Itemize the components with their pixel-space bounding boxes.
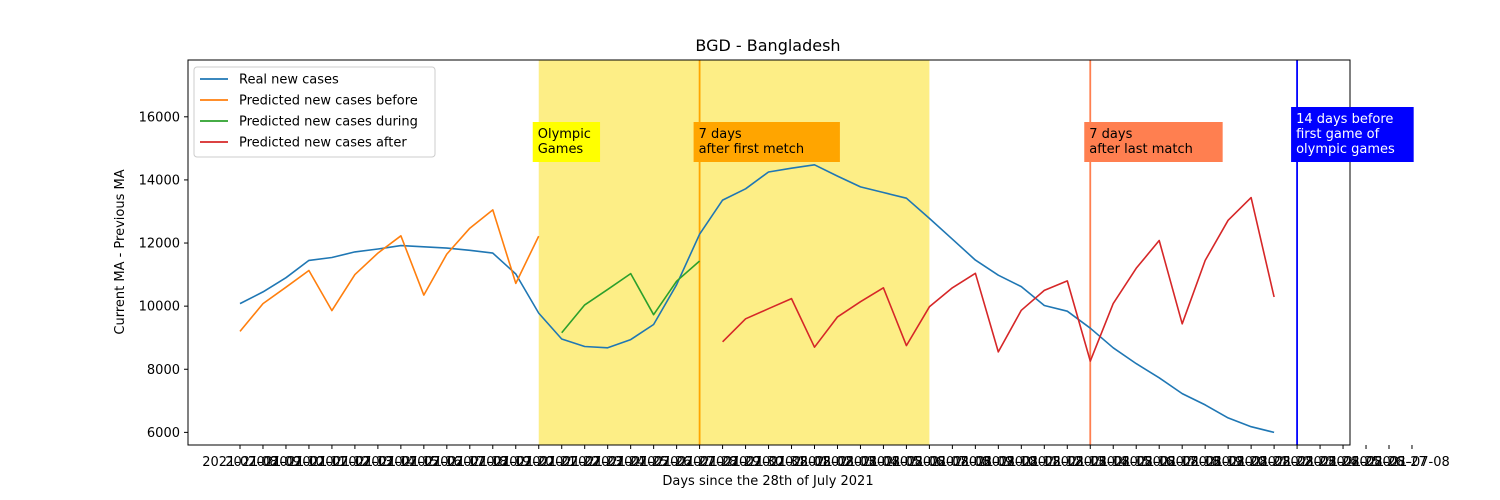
y-tick-label: 6000 <box>147 426 180 441</box>
annotation-text: Games <box>538 142 584 157</box>
x-tick-label: 2021-07-17 <box>409 455 485 470</box>
x-tick-label: 2021-07-30 <box>708 455 784 470</box>
x-tick-label: 2021-07-09 <box>225 455 301 470</box>
x-tick-label: 2021-07-18 <box>432 455 508 470</box>
x-tick-label: 2021-08-04 <box>823 455 899 470</box>
x-tick-label: 2021-08-08 <box>915 455 991 470</box>
x-tick-label: 2021-08-11 <box>984 455 1060 470</box>
x-tick-label: 2021-08-21 <box>1213 455 1289 470</box>
y-axis-label: Current MA - Previous MA <box>113 169 128 334</box>
series-line <box>239 164 1275 434</box>
x-tick-label: 2021-07-29 <box>685 455 761 470</box>
x-tick-label: 2021-08-03 <box>800 455 876 470</box>
legend-box <box>193 66 436 158</box>
x-tick-label: 2021-08-15 <box>1075 455 1151 470</box>
x-tick-label: 2021-08-07 <box>892 455 968 470</box>
x-tick-label: 2021-08-27 <box>1351 455 1427 470</box>
annotation-text: 7 days <box>699 127 742 142</box>
x-tick-label: 2021-07-31 <box>731 455 807 470</box>
x-tick-label: 2021-07-08 <box>1374 455 1450 470</box>
x-tick-label: 2021-08-23 <box>1259 455 1335 470</box>
x-tick-label: 2021-08-01 <box>754 455 830 470</box>
x-tick-label: 2021-07-19 <box>455 455 531 470</box>
x-tick-label: 2021-07-11 <box>271 455 347 470</box>
x-tick-label: 2021-07-20 <box>478 455 554 470</box>
x-axis-label: Days since the 28th of July 2021 <box>662 474 873 489</box>
series-line <box>722 196 1275 362</box>
series-line <box>561 260 701 334</box>
x-tick-label: 2021-08-05 <box>846 455 922 470</box>
y-tick-label: 12000 <box>139 237 180 252</box>
annotation-text: first game of <box>1296 127 1380 142</box>
x-tick-label: 2021-07-24 <box>570 455 646 470</box>
x-tick-label: 2021-08-26 <box>1328 455 1404 470</box>
x-tick-label: 2021-07-21 <box>501 455 577 470</box>
x-tick-label: 2021-07-27 <box>639 455 715 470</box>
y-tick-label: 8000 <box>147 363 180 378</box>
x-tick-label: 2021-08-12 <box>1007 455 1083 470</box>
x-tick-label: 2021-07-15 <box>363 455 439 470</box>
y-tick-label: 16000 <box>139 110 180 125</box>
x-tick-label: 2021-08-02 <box>777 455 853 470</box>
annotation-text: 7 days <box>1089 127 1132 142</box>
x-tick-label: 2021-08-10 <box>961 455 1037 470</box>
annotation-text: olympic games <box>1296 142 1395 157</box>
x-tick-label: 2021-08-25 <box>1305 455 1381 470</box>
annotation-box <box>1291 107 1414 162</box>
x-tick-label: 2021-08-24 <box>1282 455 1358 470</box>
y-tick-label: 10000 <box>139 300 180 315</box>
x-tick-label: 2021-07-10 <box>248 455 324 470</box>
plot-area: 60008000100001200014000160002021-07-0820… <box>139 59 1450 470</box>
x-tick-label: 2021-08-06 <box>869 455 945 470</box>
annotation-text: Olympic <box>538 127 591 142</box>
x-tick-label: 2021-08-14 <box>1052 455 1128 470</box>
x-tick-label: 2021-07-14 <box>340 455 416 470</box>
olympic-period-shading <box>538 60 930 445</box>
x-tick-label: 2021-08-20 <box>1190 455 1266 470</box>
annotation-text: 14 days before <box>1296 112 1393 127</box>
x-tick-label: 2021-07-23 <box>547 455 623 470</box>
x-tick-label: 2021-07-22 <box>524 455 600 470</box>
x-tick-label: 2021-07-26 <box>616 455 692 470</box>
series-line <box>239 209 540 332</box>
x-tick-label: 2021-07-08 <box>202 455 278 470</box>
legend-label: Predicted new cases after <box>239 136 407 151</box>
annotation-box <box>1084 122 1223 162</box>
x-tick-label: 2021-08-09 <box>938 455 1014 470</box>
x-tick-label: 2021-07-12 <box>294 455 370 470</box>
annotation-text: after first metch <box>699 142 805 157</box>
y-tick-label: 14000 <box>139 173 180 188</box>
annotation-text: after last match <box>1089 142 1193 157</box>
x-tick-label: 2021-08-16 <box>1098 455 1174 470</box>
legend-label: Real new cases <box>239 73 339 88</box>
annotation-box <box>693 122 840 162</box>
chart-title: BGD - Bangladesh <box>695 36 840 55</box>
x-tick-label: 2021-08-13 <box>1029 455 1105 470</box>
x-tick-label: 2021-07-16 <box>386 455 462 470</box>
x-tick-label: 2021-07-13 <box>317 455 393 470</box>
x-tick-label: 2021-08-22 <box>1236 455 1312 470</box>
x-tick-label: 2021-07-25 <box>593 455 669 470</box>
x-tick-label: 2021-08-19 <box>1167 455 1243 470</box>
x-tick-label: 2021-08-18 <box>1144 455 1220 470</box>
annotation-box <box>532 122 601 162</box>
x-tick-label: 2021-08-17 <box>1121 455 1197 470</box>
x-tick-label: 2021-07-28 <box>662 455 738 470</box>
legend-label: Predicted new cases during <box>239 115 418 130</box>
legend-label: Predicted new cases before <box>239 94 418 109</box>
